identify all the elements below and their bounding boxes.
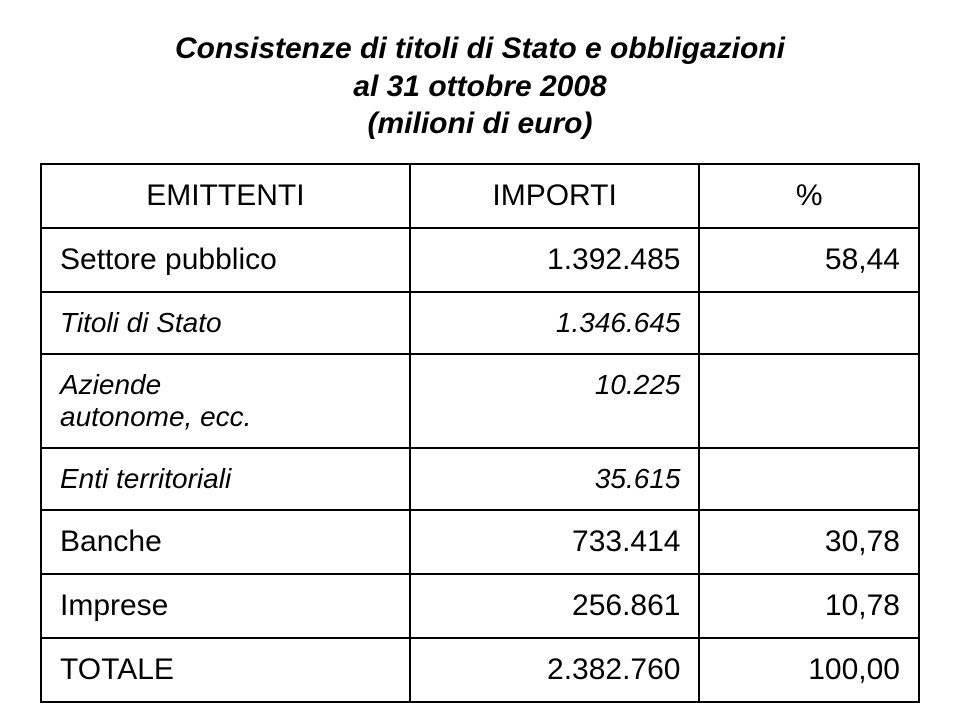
- table-row: Banche 733.414 30,78: [41, 510, 919, 574]
- cell-pct: 100,00: [699, 638, 919, 702]
- cell-importi: 256.861: [410, 574, 700, 638]
- cell-label-line2: autonome, ecc.: [60, 401, 251, 432]
- cell-label: Imprese: [41, 574, 410, 638]
- table-row: Imprese 256.861 10,78: [41, 574, 919, 638]
- cell-pct: [699, 292, 919, 354]
- cell-label-line1: Aziende: [60, 369, 161, 400]
- cell-label: Settore pubblico: [41, 228, 410, 292]
- cell-pct: 10,78: [699, 574, 919, 638]
- table-header-row: EMITTENTI IMPORTI %: [41, 164, 919, 228]
- cell-label: TOTALE: [41, 638, 410, 702]
- header-emittenti: EMITTENTI: [41, 164, 410, 228]
- cell-importi: 733.414: [410, 510, 700, 574]
- cell-pct: 58,44: [699, 228, 919, 292]
- table-row: Enti territoriali 35.615: [41, 448, 919, 510]
- cell-label: Banche: [41, 510, 410, 574]
- table-row: Titoli di Stato 1.346.645: [41, 292, 919, 354]
- title-line-1: Consistenze di titoli di Stato e obbliga…: [40, 30, 920, 68]
- data-table: EMITTENTI IMPORTI % Settore pubblico 1.3…: [40, 163, 920, 703]
- table-title: Consistenze di titoli di Stato e obbliga…: [40, 30, 920, 143]
- cell-importi: 1.346.645: [410, 292, 700, 354]
- cell-pct: [699, 354, 919, 448]
- table-row: TOTALE 2.382.760 100,00: [41, 638, 919, 702]
- cell-label: Aziende autonome, ecc.: [41, 354, 410, 448]
- cell-pct: 30,78: [699, 510, 919, 574]
- table-row: Aziende autonome, ecc. 10.225: [41, 354, 919, 448]
- title-line-3: (milioni di euro): [40, 105, 920, 143]
- cell-importi: 10.225: [410, 354, 700, 448]
- title-line-2: al 31 ottobre 2008: [40, 68, 920, 106]
- cell-label: Titoli di Stato: [41, 292, 410, 354]
- cell-label: Enti territoriali: [41, 448, 410, 510]
- cell-pct: [699, 448, 919, 510]
- header-percent: %: [699, 164, 919, 228]
- cell-importi: 35.615: [410, 448, 700, 510]
- cell-importi: 1.392.485: [410, 228, 700, 292]
- cell-importi: 2.382.760: [410, 638, 700, 702]
- table-row: Settore pubblico 1.392.485 58,44: [41, 228, 919, 292]
- header-importi: IMPORTI: [410, 164, 700, 228]
